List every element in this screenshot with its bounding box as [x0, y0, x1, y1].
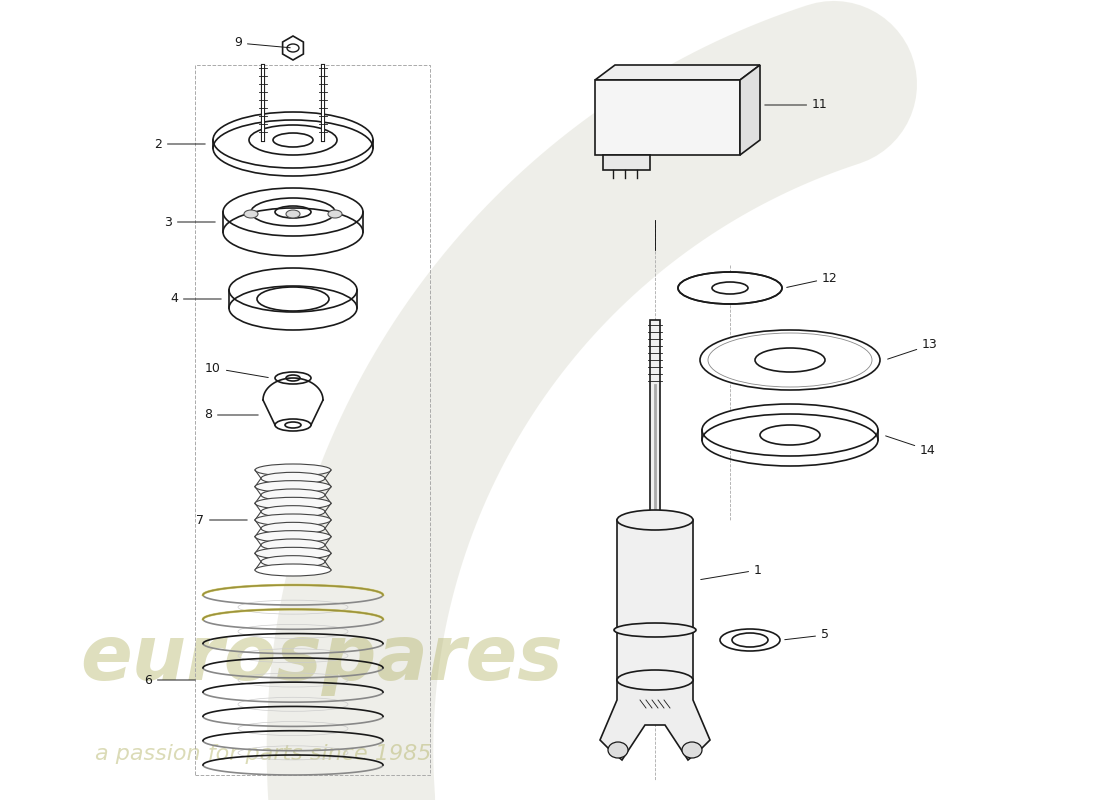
Text: 6: 6 — [144, 674, 195, 686]
Ellipse shape — [255, 530, 331, 542]
Ellipse shape — [255, 514, 331, 526]
Ellipse shape — [244, 210, 258, 218]
Text: 8: 8 — [204, 409, 258, 422]
Ellipse shape — [617, 670, 693, 690]
Ellipse shape — [328, 210, 342, 218]
Text: 3: 3 — [164, 215, 216, 229]
Ellipse shape — [255, 564, 331, 576]
Ellipse shape — [229, 268, 358, 312]
Ellipse shape — [255, 547, 331, 559]
Ellipse shape — [261, 489, 324, 501]
Text: 1: 1 — [701, 563, 762, 579]
Ellipse shape — [223, 188, 363, 236]
Polygon shape — [740, 65, 760, 155]
Text: eurospares: eurospares — [80, 622, 563, 696]
Text: 11: 11 — [764, 98, 828, 111]
Polygon shape — [283, 36, 304, 60]
Ellipse shape — [261, 522, 324, 534]
Bar — [617, 520, 693, 680]
Text: 9: 9 — [234, 37, 290, 50]
Polygon shape — [603, 155, 650, 170]
Ellipse shape — [286, 210, 300, 218]
Bar — [650, 320, 660, 520]
Ellipse shape — [261, 472, 324, 484]
Polygon shape — [595, 65, 760, 80]
Bar — [595, 80, 740, 155]
Ellipse shape — [261, 506, 324, 518]
Ellipse shape — [614, 623, 696, 637]
Ellipse shape — [702, 404, 878, 456]
Text: 13: 13 — [888, 338, 938, 359]
Text: 7: 7 — [196, 514, 248, 526]
Polygon shape — [600, 680, 710, 760]
Ellipse shape — [682, 742, 702, 758]
Ellipse shape — [275, 372, 311, 384]
Ellipse shape — [617, 510, 693, 530]
Ellipse shape — [700, 330, 880, 390]
Ellipse shape — [255, 464, 331, 476]
Ellipse shape — [255, 498, 331, 510]
Bar — [195, 65, 430, 775]
Ellipse shape — [678, 272, 782, 304]
Text: a passion for parts since 1985: a passion for parts since 1985 — [95, 744, 431, 764]
Ellipse shape — [255, 481, 331, 493]
Ellipse shape — [608, 742, 628, 758]
Ellipse shape — [213, 112, 373, 168]
Ellipse shape — [275, 419, 311, 431]
Ellipse shape — [261, 556, 324, 568]
Text: 2: 2 — [154, 138, 206, 150]
Text: 14: 14 — [886, 436, 936, 457]
Ellipse shape — [261, 539, 324, 551]
Ellipse shape — [720, 629, 780, 651]
Text: 10: 10 — [205, 362, 268, 378]
Text: 5: 5 — [784, 629, 829, 642]
Text: 12: 12 — [786, 271, 838, 287]
Text: 4: 4 — [170, 293, 221, 306]
